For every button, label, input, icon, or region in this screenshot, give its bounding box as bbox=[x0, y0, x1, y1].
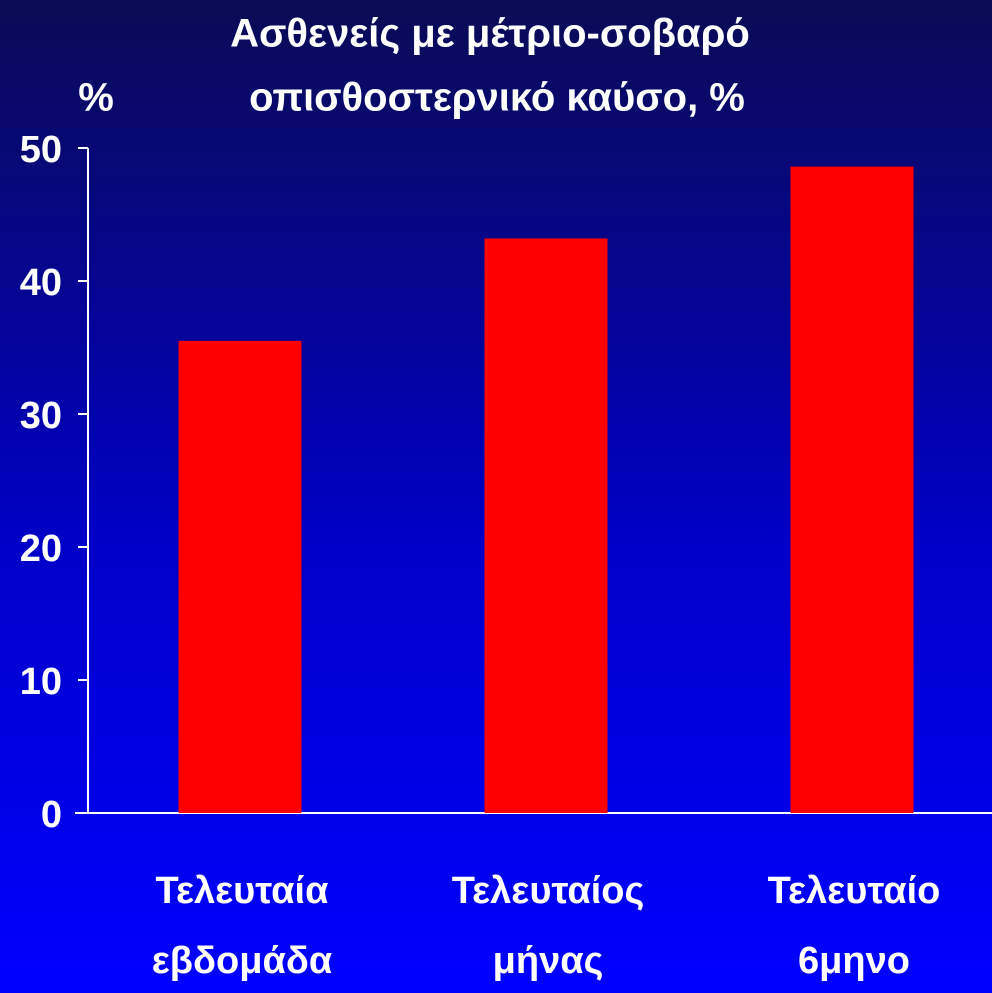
y-axis-label: % bbox=[78, 76, 114, 120]
y-tick-label: 50 bbox=[20, 129, 62, 171]
chart-title: οπισθοστερνικό καύσο, % bbox=[249, 76, 745, 120]
x-tick-label: Τελευταίος bbox=[452, 870, 645, 912]
bar bbox=[484, 238, 608, 813]
x-tick-label: μήνας bbox=[493, 940, 604, 982]
x-tick-label: 6μηνο bbox=[798, 940, 910, 982]
y-tick-label: 0 bbox=[41, 794, 62, 836]
x-tick-label: Τελευταία bbox=[156, 870, 329, 912]
x-tick-label: εβδομάδα bbox=[152, 940, 333, 982]
x-tick-label: Τελευταίο bbox=[768, 870, 941, 912]
bar bbox=[790, 166, 914, 813]
y-tick-label: 40 bbox=[20, 262, 62, 304]
chart-title: Ασθενείς με μέτριο-σοβαρό bbox=[230, 12, 750, 56]
y-tick-label: 30 bbox=[20, 395, 62, 437]
bar bbox=[178, 340, 302, 813]
y-tick-label: 10 bbox=[20, 661, 62, 703]
y-tick-label: 20 bbox=[20, 528, 62, 570]
